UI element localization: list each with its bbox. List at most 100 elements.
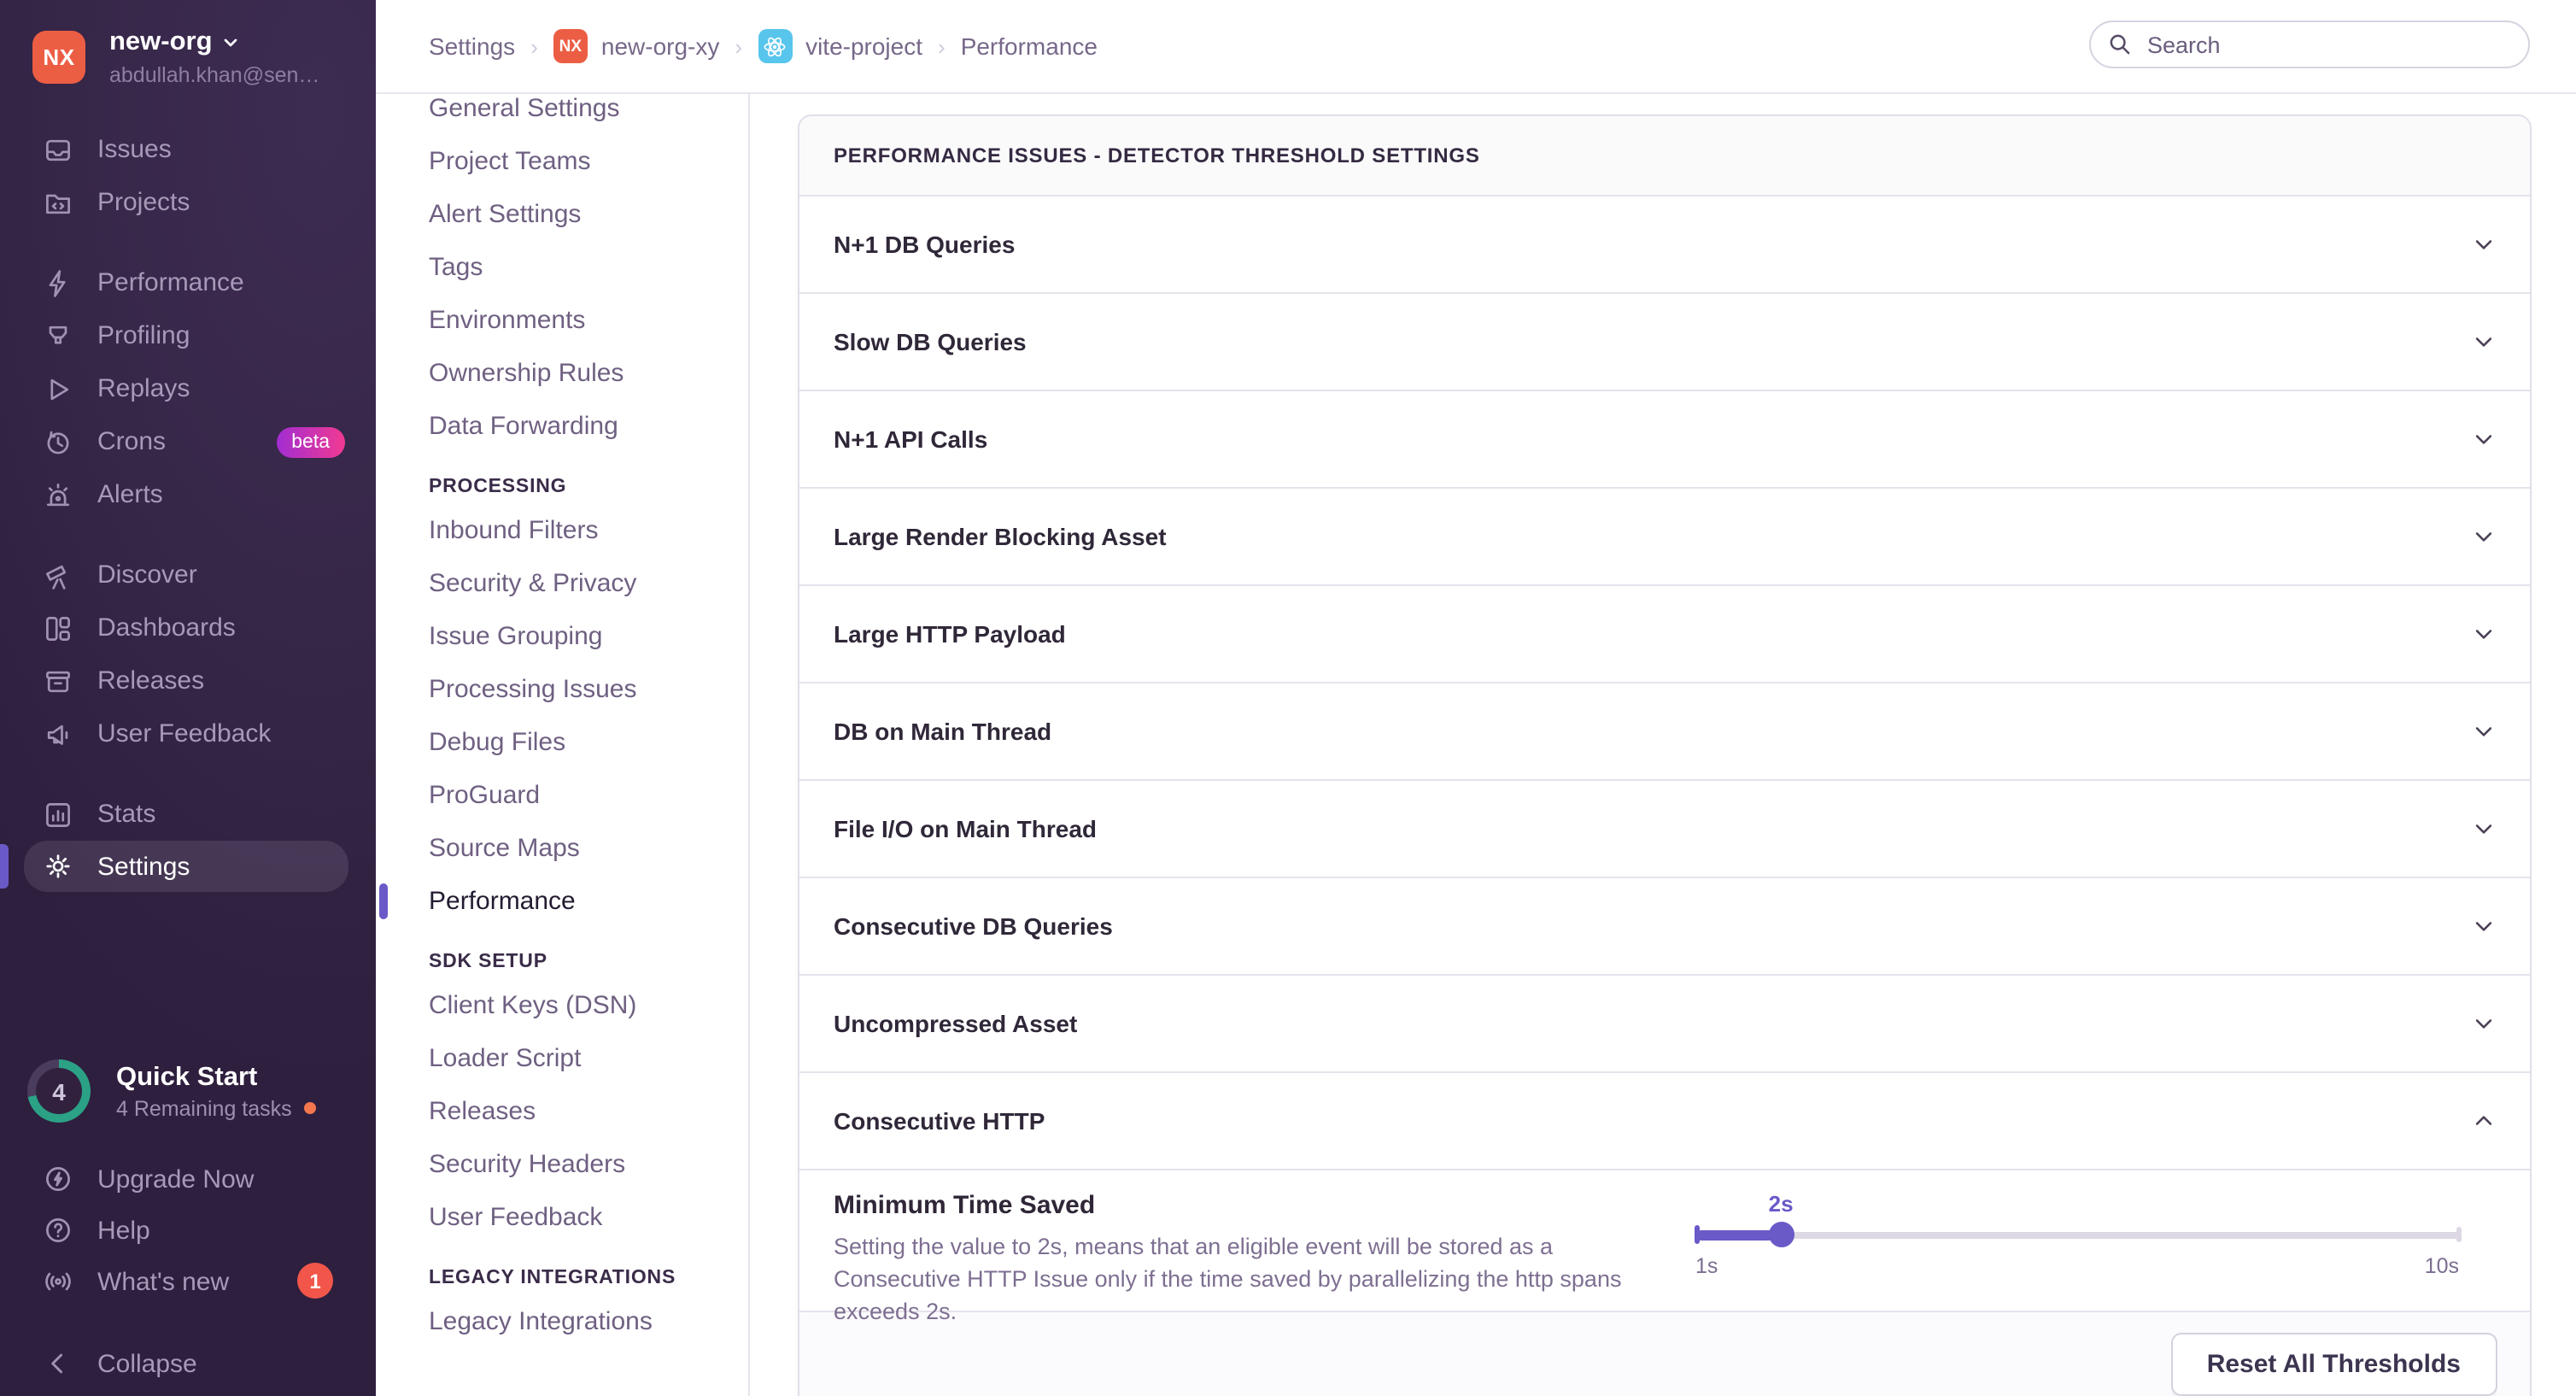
beta-badge: beta	[276, 426, 345, 457]
settings-nav-project-teams[interactable]: Project Teams	[429, 147, 591, 176]
panel-title: PERFORMANCE ISSUES - DETECTOR THRESHOLD …	[799, 115, 2529, 196]
settings-nav-general-settings[interactable]: General Settings	[429, 94, 620, 123]
bar-chart-icon	[43, 799, 73, 830]
upgrade-icon	[43, 1164, 73, 1194]
archive-icon	[43, 666, 73, 696]
search-input[interactable]	[2144, 30, 2511, 59]
chevron-down-icon	[2471, 426, 2495, 450]
accordion-row-n1-api-calls[interactable]: N+1 API Calls	[799, 390, 2529, 488]
org-crumb-avatar: NX	[553, 29, 588, 63]
settings-nav-source-maps[interactable]: Source Maps	[429, 834, 580, 863]
whats-new-item[interactable]: What's new 1	[0, 1256, 376, 1307]
telescope-icon	[43, 560, 73, 590]
accordion-row-large-http-payload[interactable]: Large HTTP Payload	[799, 585, 2529, 683]
slider-max-label: 10s	[2424, 1253, 2459, 1277]
settings-nav-user-feedback[interactable]: User Feedback	[429, 1203, 603, 1232]
sidebar-item-label: Crons	[97, 427, 167, 456]
footer-item-label: Upgrade Now	[97, 1164, 255, 1194]
sidebar-item-label: Profiling	[97, 321, 190, 350]
accordion-row-n1-db-queries[interactable]: N+1 DB Queries	[799, 196, 2529, 293]
accordion-row-db-on-main-thread[interactable]: DB on Main Thread	[799, 683, 2529, 780]
sidebar-item-label: User Feedback	[97, 719, 272, 748]
pending-dot	[303, 1102, 316, 1114]
settings-nav-releases[interactable]: Releases	[429, 1097, 536, 1126]
settings-nav-inbound-filters[interactable]: Inbound Filters	[429, 516, 599, 545]
breadcrumb-page: Performance	[960, 32, 1098, 60]
breadcrumb: Settings › NX new-org-xy › vite-project …	[429, 29, 1098, 63]
settings-nav-performance[interactable]: Performance	[379, 875, 748, 928]
chevron-down-icon	[2471, 719, 2495, 742]
settings-nav-tags[interactable]: Tags	[429, 253, 483, 282]
settings-nav-issue-grouping[interactable]: Issue Grouping	[429, 622, 603, 651]
user-email: abdullah.khan@sen…	[109, 63, 320, 87]
breadcrumb-org[interactable]: NX new-org-xy	[553, 29, 719, 63]
chevron-down-icon	[2471, 1011, 2495, 1035]
breadcrumb-project[interactable]: vite-project	[758, 29, 922, 63]
settings-nav-data-forwarding[interactable]: Data Forwarding	[429, 412, 618, 441]
sidebar-item-label: Alerts	[97, 480, 163, 509]
chevron-down-icon	[2471, 621, 2495, 645]
setting-description: Setting the value to 2s, means that an e…	[834, 1233, 1622, 1323]
clock-icon	[43, 426, 73, 457]
help-item[interactable]: Help	[0, 1205, 376, 1256]
reset-all-thresholds-button[interactable]: Reset All Thresholds	[2170, 1333, 2497, 1396]
sidebar-item-replays[interactable]: Replays	[0, 362, 376, 415]
sidebar-item-projects[interactable]: Projects	[0, 176, 376, 229]
accordion-row-consecutive-db-queries[interactable]: Consecutive DB Queries	[799, 877, 2529, 975]
breadcrumb-settings[interactable]: Settings	[429, 32, 516, 60]
accordion-row-consecutive-http[interactable]: Consecutive HTTP	[799, 1072, 2529, 1170]
settings-nav-loader-script[interactable]: Loader Script	[429, 1044, 582, 1073]
chevron-down-icon	[2471, 816, 2495, 840]
sidebar: NX new-org abdullah.khan@sen… Issues Pro…	[0, 0, 376, 1396]
settings-nav-ownership-rules[interactable]: Ownership Rules	[429, 359, 624, 388]
siren-icon	[43, 479, 73, 510]
sidebar-item-dashboards[interactable]: Dashboards	[0, 601, 376, 654]
org-switcher[interactable]: NX new-org abdullah.khan@sen…	[0, 0, 376, 87]
quick-start-subtitle: 4 Remaining tasks	[116, 1096, 292, 1120]
settings-nav-security-privacy[interactable]: Security & Privacy	[429, 569, 637, 598]
help-icon	[43, 1215, 73, 1246]
quick-start[interactable]: 4 Quick Start 4 Remaining tasks	[0, 1059, 376, 1123]
sidebar-item-crons[interactable]: Crons beta	[0, 415, 376, 468]
settings-nav-processing-issues[interactable]: Processing Issues	[429, 675, 637, 704]
settings-nav: General Settings Project Teams Alert Set…	[376, 94, 750, 1396]
sidebar-item-stats[interactable]: Stats	[0, 788, 376, 841]
sidebar-item-label: Releases	[97, 666, 205, 695]
collapse-button[interactable]: Collapse	[0, 1338, 376, 1389]
slider-track[interactable]	[1694, 1222, 2461, 1247]
upgrade-now-item[interactable]: Upgrade Now	[0, 1153, 376, 1205]
search-box[interactable]	[2089, 21, 2530, 68]
sidebar-item-user-feedback[interactable]: User Feedback	[0, 707, 376, 760]
sidebar-item-performance[interactable]: Performance	[0, 256, 376, 309]
quick-start-progress-ring: 4	[27, 1059, 91, 1123]
sidebar-item-profiling[interactable]: Profiling	[0, 309, 376, 362]
sidebar-item-alerts[interactable]: Alerts	[0, 468, 376, 521]
chevron-up-icon	[2471, 1108, 2495, 1132]
accordion-row-file-io-on-main-thread[interactable]: File I/O on Main Thread	[799, 780, 2529, 877]
sidebar-item-label: Stats	[97, 800, 156, 829]
slider-fill	[1695, 1229, 1782, 1240]
sidebar-item-issues[interactable]: Issues	[0, 123, 376, 176]
accordion-row-uncompressed-asset[interactable]: Uncompressed Asset	[799, 975, 2529, 1072]
panel-footer: Reset All Thresholds	[799, 1312, 2529, 1396]
settings-nav-alert-settings[interactable]: Alert Settings	[429, 200, 582, 229]
settings-nav-debug-files[interactable]: Debug Files	[429, 728, 566, 757]
slider-handle[interactable]	[1768, 1222, 1794, 1247]
chevron-down-icon	[2471, 524, 2495, 548]
settings-nav-legacy-integrations[interactable]: Legacy Integrations	[429, 1307, 653, 1336]
settings-nav-section-sdk-setup: SDK SETUP	[429, 952, 547, 972]
sidebar-item-settings[interactable]: Settings	[0, 841, 348, 892]
sidebar-item-discover[interactable]: Discover	[0, 548, 376, 601]
settings-nav-client-keys[interactable]: Client Keys (DSN)	[429, 991, 637, 1020]
accordion-row-slow-db-queries[interactable]: Slow DB Queries	[799, 293, 2529, 390]
accordion-row-large-render-blocking-asset[interactable]: Large Render Blocking Asset	[799, 488, 2529, 585]
settings-nav-proguard[interactable]: ProGuard	[429, 781, 541, 810]
settings-nav-environments[interactable]: Environments	[429, 306, 586, 335]
setting-label: Minimum Time Saved	[834, 1190, 1096, 1219]
sidebar-item-releases[interactable]: Releases	[0, 654, 376, 707]
quick-start-count: 4	[36, 1068, 82, 1114]
sidebar-item-label: Replays	[97, 374, 190, 403]
sidebar-item-label: Performance	[97, 268, 244, 297]
settings-nav-security-headers[interactable]: Security Headers	[429, 1150, 626, 1179]
breadcrumb-separator-icon: ›	[530, 33, 538, 59]
